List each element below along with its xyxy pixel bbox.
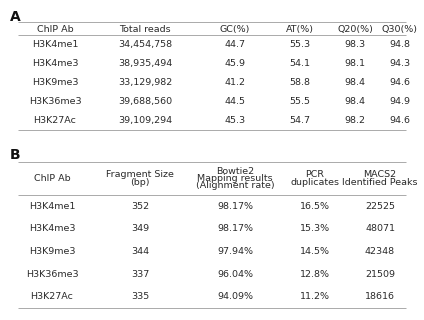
Text: 45.3: 45.3: [224, 116, 245, 125]
Text: MACS2: MACS2: [363, 170, 396, 179]
Text: 98.17%: 98.17%: [217, 224, 253, 233]
Text: 34,454,758: 34,454,758: [118, 40, 172, 49]
Text: 39,688,560: 39,688,560: [118, 97, 172, 106]
Text: 45.9: 45.9: [224, 59, 245, 68]
Text: 16.5%: 16.5%: [300, 202, 330, 211]
Text: 54.7: 54.7: [290, 116, 310, 125]
Text: Q30(%): Q30(%): [382, 25, 418, 34]
Text: duplicates: duplicates: [290, 178, 340, 187]
Text: Mapping results: Mapping results: [197, 174, 273, 183]
Text: 94.6: 94.6: [390, 116, 410, 125]
Text: (Alignment rate): (Alignment rate): [196, 181, 274, 190]
Text: Total reads: Total reads: [119, 25, 171, 34]
Text: H3K9me3: H3K9me3: [32, 78, 78, 87]
Text: 98.3: 98.3: [344, 40, 365, 49]
Text: 18616: 18616: [365, 292, 395, 301]
Text: 48071: 48071: [365, 224, 395, 233]
Text: 98.1: 98.1: [344, 59, 365, 68]
Text: 97.94%: 97.94%: [217, 247, 253, 256]
Text: H3K36me3: H3K36me3: [29, 97, 81, 106]
Text: (bp): (bp): [130, 178, 150, 187]
Text: 54.1: 54.1: [290, 59, 310, 68]
Text: 337: 337: [131, 269, 149, 279]
Text: 22525: 22525: [365, 202, 395, 211]
Text: 38,935,494: 38,935,494: [118, 59, 172, 68]
Text: H3K4me3: H3K4me3: [29, 224, 75, 233]
Text: AT(%): AT(%): [286, 25, 314, 34]
Text: 42348: 42348: [365, 247, 395, 256]
Text: Identified Peaks: Identified Peaks: [342, 178, 418, 187]
Text: A: A: [10, 10, 21, 24]
Text: 41.2: 41.2: [224, 78, 245, 87]
Text: 21509: 21509: [365, 269, 395, 279]
Text: 98.4: 98.4: [344, 97, 365, 106]
Text: Q20(%): Q20(%): [337, 25, 373, 34]
Text: 96.04%: 96.04%: [217, 269, 253, 279]
Text: GC(%): GC(%): [220, 25, 250, 34]
Text: 98.4: 98.4: [344, 78, 365, 87]
Text: 94.8: 94.8: [390, 40, 410, 49]
Text: H3K4me1: H3K4me1: [32, 40, 78, 49]
Text: 349: 349: [131, 224, 149, 233]
Text: B: B: [10, 148, 21, 162]
Text: 55.3: 55.3: [290, 40, 310, 49]
Text: H3K27Ac: H3K27Ac: [33, 116, 76, 125]
Text: 98.2: 98.2: [344, 116, 365, 125]
Text: 39,109,294: 39,109,294: [118, 116, 172, 125]
Text: H3K4me1: H3K4me1: [29, 202, 75, 211]
Text: H3K36me3: H3K36me3: [26, 269, 78, 279]
Text: PCR: PCR: [306, 170, 324, 179]
Text: 352: 352: [131, 202, 149, 211]
Text: 44.7: 44.7: [224, 40, 245, 49]
Text: 94.3: 94.3: [389, 59, 410, 68]
Text: H3K4me3: H3K4me3: [32, 59, 78, 68]
Text: 94.6: 94.6: [390, 78, 410, 87]
Text: ChIP Ab: ChIP Ab: [33, 174, 70, 183]
Text: 335: 335: [131, 292, 149, 301]
Text: 12.8%: 12.8%: [300, 269, 330, 279]
Text: ChIP Ab: ChIP Ab: [37, 25, 73, 34]
Text: 55.5: 55.5: [290, 97, 310, 106]
Text: H3K27Ac: H3K27Ac: [31, 292, 73, 301]
Text: 98.17%: 98.17%: [217, 202, 253, 211]
Text: Bowtie2: Bowtie2: [216, 166, 254, 175]
Text: 14.5%: 14.5%: [300, 247, 330, 256]
Text: 11.2%: 11.2%: [300, 292, 330, 301]
Text: 94.09%: 94.09%: [217, 292, 253, 301]
Text: 344: 344: [131, 247, 149, 256]
Text: 94.9: 94.9: [390, 97, 410, 106]
Text: 33,129,982: 33,129,982: [118, 78, 172, 87]
Text: 58.8: 58.8: [290, 78, 310, 87]
Text: 15.3%: 15.3%: [300, 224, 330, 233]
Text: 44.5: 44.5: [224, 97, 245, 106]
Text: Fragment Size: Fragment Size: [106, 170, 174, 179]
Text: H3K9me3: H3K9me3: [29, 247, 75, 256]
